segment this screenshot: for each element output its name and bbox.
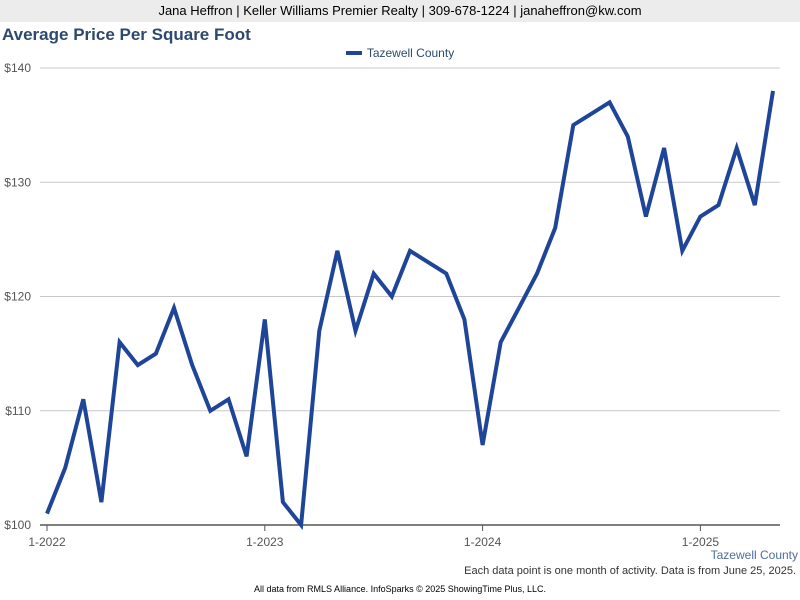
- data-point: [299, 523, 303, 527]
- data-point: [136, 363, 140, 367]
- data-point: [390, 295, 394, 299]
- y-tick-label: $110: [5, 404, 31, 418]
- data-point: [735, 146, 739, 150]
- data-point: [571, 123, 575, 127]
- data-point: [644, 215, 648, 219]
- data-point: [462, 317, 466, 321]
- data-point: [408, 249, 412, 253]
- data-point: [426, 260, 430, 264]
- series-line-tazewell-county: [45, 90, 775, 531]
- data-point: [354, 329, 358, 333]
- data-point: [553, 226, 557, 230]
- footer-credits: All data from RMLS Alliance. InfoSparks …: [254, 584, 546, 594]
- data-point: [372, 272, 376, 276]
- data-point: [444, 272, 448, 276]
- data-point: [227, 397, 231, 401]
- data-point: [154, 352, 158, 356]
- x-tick-label: 1-2023: [246, 535, 284, 549]
- data-note: Each data point is one month of activity…: [464, 565, 796, 577]
- data-point: [517, 306, 521, 310]
- data-point: [208, 409, 212, 413]
- legend-swatch: [345, 50, 362, 55]
- y-tick-label: $130: [4, 175, 31, 189]
- legend: Tazewell County: [0, 46, 800, 60]
- data-point: [535, 272, 539, 276]
- data-point: [245, 454, 249, 458]
- x-tick-label: 1-2024: [464, 535, 502, 549]
- data-point: [481, 443, 485, 447]
- y-tick-label: $140: [4, 61, 31, 75]
- data-point: [499, 340, 503, 344]
- x-tick-label: 1-2022: [28, 535, 66, 549]
- chart-title: Average Price Per Square Foot: [2, 25, 251, 44]
- data-point: [99, 500, 103, 504]
- data-point: [63, 466, 67, 470]
- data-point: [190, 363, 194, 367]
- y-tick-label: $100: [4, 518, 31, 532]
- data-point: [590, 112, 594, 116]
- data-point: [263, 317, 267, 321]
- corner-series-label: Tazewell County: [710, 548, 798, 562]
- data-point: [335, 249, 339, 253]
- data-point: [662, 146, 666, 150]
- data-point: [717, 203, 721, 207]
- data-point: [626, 135, 630, 139]
- data-point: [771, 89, 775, 93]
- data-point: [317, 329, 321, 333]
- data-point: [81, 397, 85, 401]
- x-tick-label: 1-2025: [682, 535, 720, 549]
- data-point: [172, 306, 176, 310]
- data-point: [45, 512, 49, 516]
- data-point: [698, 215, 702, 219]
- data-point: [608, 100, 612, 104]
- legend-label: Tazewell County: [366, 46, 455, 60]
- data-point: [680, 249, 684, 253]
- y-tick-label: $120: [4, 290, 31, 304]
- data-point: [281, 500, 285, 504]
- data-point: [753, 203, 757, 207]
- header-contact-bar: Jana Heffron | Keller Williams Premier R…: [0, 0, 800, 22]
- data-point: [118, 340, 122, 344]
